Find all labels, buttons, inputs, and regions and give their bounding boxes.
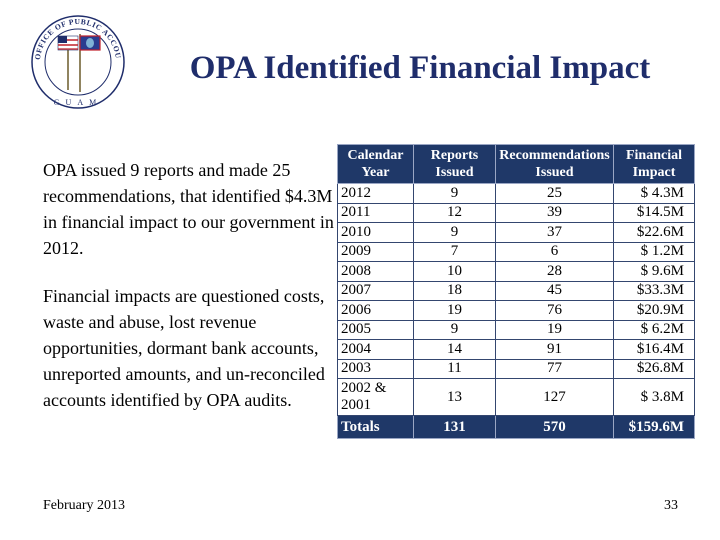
- table-row: 2003 11 77 $26.8M: [337, 358, 695, 379]
- recommendations-cell: 45: [495, 280, 614, 301]
- recommendations-cell: 39: [495, 202, 614, 223]
- summary-paragraph: OPA issued 9 reports and made 25 recomme…: [43, 160, 334, 258]
- impact-cell: $ 9.6M: [613, 261, 695, 282]
- table-row: 2007 18 45 $33.3M: [337, 280, 695, 301]
- recommendations-cell: 91: [495, 339, 614, 360]
- year-cell: 2004: [337, 339, 414, 360]
- recommendations-cell: 77: [495, 358, 614, 379]
- table-row: 2002 & 2001 13 127 $ 3.8M: [337, 378, 695, 416]
- total-impact: $159.6M: [613, 415, 695, 439]
- year-cell: 2009: [337, 241, 414, 262]
- impact-cell: $26.8M: [613, 358, 695, 379]
- reports-cell: 7: [413, 241, 496, 262]
- table-row: 2004 14 91 $16.4M: [337, 339, 695, 360]
- reports-cell: 13: [413, 378, 496, 416]
- table-row: 2006 19 76 $20.9M: [337, 300, 695, 321]
- reports-cell: 18: [413, 280, 496, 301]
- totals-row: Totals 131 570 $159.6M: [337, 415, 695, 439]
- table-row: 2008 10 28 $ 9.6M: [337, 261, 695, 282]
- year-cell: 2008: [337, 261, 414, 282]
- year-cell: 2002 & 2001: [337, 378, 414, 416]
- table-row: 2010 9 37 $22.6M: [337, 222, 695, 243]
- svg-text:GUAM: GUAM: [54, 98, 102, 107]
- recommendations-cell: 6: [495, 241, 614, 262]
- year-cell: 2010: [337, 222, 414, 243]
- definition-paragraph: Financial impacts are questioned costs, …: [43, 286, 325, 410]
- impact-cell: $16.4M: [613, 339, 695, 360]
- financial-impact-table: Calendar Year Reports Issued Recommendat…: [337, 144, 695, 439]
- footer-date: February 2013: [43, 498, 126, 513]
- table-row: 2005 9 19 $ 6.2M: [337, 319, 695, 340]
- opa-seal-logo: OFFICE OF PUBLIC ACCOUNTABILITY GUAM: [19, 3, 134, 110]
- reports-cell: 11: [413, 358, 496, 379]
- reports-cell: 12: [413, 202, 496, 223]
- impact-cell: $33.3M: [613, 280, 695, 301]
- total-recommendations: 570: [495, 415, 614, 439]
- slide-title: OPA Identified Financial Impact: [189, 50, 651, 86]
- reports-cell: 19: [413, 300, 496, 321]
- year-cell: 2012: [337, 183, 414, 204]
- impact-cell: $ 4.3M: [613, 183, 695, 204]
- totals-label: Totals: [337, 415, 414, 439]
- table-header-row: Calendar Year Reports Issued Recommendat…: [337, 144, 695, 184]
- recommendations-cell: 37: [495, 222, 614, 243]
- year-cell: 2007: [337, 280, 414, 301]
- impact-cell: $ 3.8M: [613, 378, 695, 416]
- header-recommendations-issued: Recommendations Issued: [495, 144, 614, 184]
- page-number: 33: [664, 498, 678, 513]
- recommendations-cell: 76: [495, 300, 614, 321]
- reports-cell: 9: [413, 222, 496, 243]
- recommendations-cell: 19: [495, 319, 614, 340]
- year-cell: 2006: [337, 300, 414, 321]
- table-row: 2012 9 25 $ 4.3M: [337, 183, 695, 204]
- header-calendar-year: Calendar Year: [337, 144, 414, 184]
- impact-cell: $20.9M: [613, 300, 695, 321]
- table-row: 2009 7 6 $ 1.2M: [337, 241, 695, 262]
- reports-cell: 9: [413, 183, 496, 204]
- header-financial-impact: Financial Impact: [613, 144, 695, 184]
- year-cell: 2003: [337, 358, 414, 379]
- impact-cell: $ 6.2M: [613, 319, 695, 340]
- header-reports-issued: Reports Issued: [413, 144, 496, 184]
- recommendations-cell: 127: [495, 378, 614, 416]
- reports-cell: 9: [413, 319, 496, 340]
- year-cell: 2011: [337, 202, 414, 223]
- recommendations-cell: 25: [495, 183, 614, 204]
- impact-cell: $ 1.2M: [613, 241, 695, 262]
- table-row: 2011 12 39 $14.5M: [337, 202, 695, 223]
- reports-cell: 10: [413, 261, 496, 282]
- year-cell: 2005: [337, 319, 414, 340]
- recommendations-cell: 28: [495, 261, 614, 282]
- reports-cell: 14: [413, 339, 496, 360]
- impact-cell: $14.5M: [613, 202, 695, 223]
- impact-cell: $22.6M: [613, 222, 695, 243]
- total-reports: 131: [413, 415, 496, 439]
